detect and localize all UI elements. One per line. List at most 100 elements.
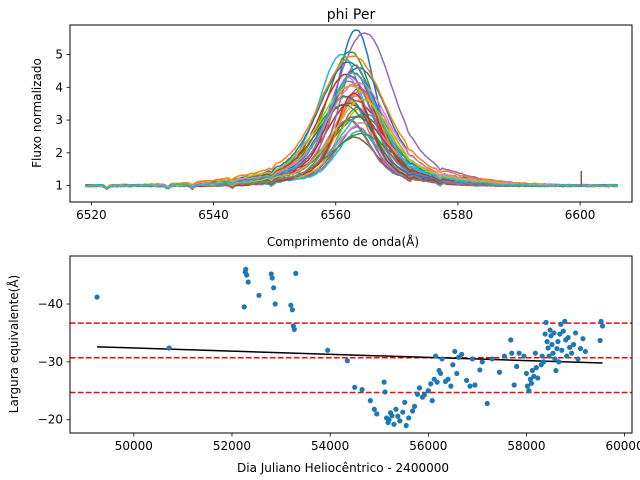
data-point [288,302,294,308]
data-point [528,380,534,386]
data-point [425,388,431,394]
data-point [452,348,458,355]
data-point [542,331,548,337]
data-point [560,328,566,334]
scatter-points [94,266,606,429]
spectrum-line [85,72,618,190]
data-point [516,350,522,356]
data-point [371,406,377,412]
trend-line-segment [96,346,603,364]
data-point [166,345,172,351]
ew-y-ticks: −40 −30 −20 [38,297,70,427]
x-tick-label: 54000 [311,439,349,453]
data-point [395,413,401,419]
data-point [523,370,530,377]
ew-x-label: Dia Juliano Heliocêntrico - 2400000 [237,461,449,475]
data-point [514,363,520,370]
y-tick-label: 4 [55,80,63,94]
data-point [549,341,555,348]
data-point [391,421,397,427]
data-point [94,294,100,300]
data-point [577,345,584,352]
spectra-axes-frame [69,24,633,203]
y-tick-label: 3 [55,113,63,127]
data-point [554,345,560,352]
data-point [545,345,551,351]
data-point [437,370,444,377]
ew-axes-frame [69,255,633,434]
data-point [402,399,408,405]
ew-x-ticks: 50000 52000 54000 56000 58000 60000 [115,433,640,453]
x-tick-label: 56000 [409,439,447,453]
x-tick-label: 52000 [213,439,251,453]
data-point [359,387,365,393]
data-point [243,266,249,272]
data-point [479,359,485,365]
data-point [271,285,277,291]
data-point [293,270,299,276]
spectra-panel: phi Per 6520 6540 6560 6580 6600 1 2 3 4 5 Compr… [30,7,633,249]
data-point [414,391,421,397]
data-point [599,323,606,329]
data-point [557,331,563,337]
data-point [582,348,588,355]
data-point [544,339,550,345]
data-point [484,400,490,407]
y-tick-label: 1 [55,179,63,193]
data-point [535,375,541,381]
x-tick-label: 58000 [507,439,545,453]
data-point [533,365,539,371]
data-point [546,353,552,359]
data-point [575,356,581,362]
x-tick-label: 6560 [320,208,351,222]
spectra-y-ticks: 1 2 3 4 5 [55,48,70,193]
data-point [445,376,451,382]
data-point [559,347,565,353]
data-point [367,398,373,404]
data-point [245,279,251,285]
x-tick-label: 6600 [565,208,596,222]
data-point [539,353,545,359]
data-point [256,292,262,298]
data-point [477,367,483,373]
reference-lines [70,322,632,394]
data-point [393,406,399,412]
data-point [580,336,586,342]
data-point [406,415,412,421]
data-point [433,353,439,359]
data-point [543,319,549,326]
data-point [403,422,409,429]
data-point [521,353,527,359]
data-point [598,318,604,324]
data-point [268,271,274,277]
data-point [511,382,517,388]
y-tick-label: −20 [38,413,63,427]
data-point [381,379,387,385]
data-point [555,339,561,345]
data-point [529,367,535,374]
data-point [463,377,470,383]
data-point [244,272,250,278]
data-point [509,350,515,356]
data-point [496,369,503,375]
spectra-lines [84,29,618,191]
data-point [547,327,553,333]
data-point [524,383,531,389]
data-point [558,321,564,327]
data-point [325,347,331,353]
data-point [428,381,434,387]
data-point [532,350,538,356]
data-point [421,392,427,398]
data-point [501,353,507,359]
data-point [411,403,418,409]
data-point [434,379,440,385]
equivalent-width-panel: 50000 52000 54000 56000 58000 60000 −40 −30 −20… [6,255,640,475]
data-point [564,353,570,359]
data-point [397,418,403,424]
data-point [551,330,557,336]
x-tick-label: 6540 [198,208,229,222]
data-point [416,385,423,391]
data-point [567,344,573,350]
y-tick-label: 2 [55,146,63,160]
